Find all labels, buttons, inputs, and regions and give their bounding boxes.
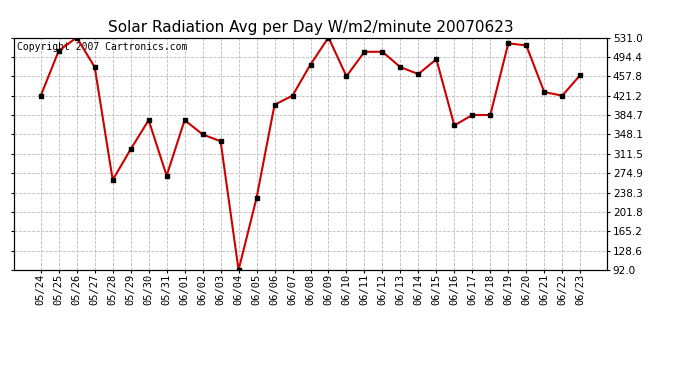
Text: Copyright 2007 Cartronics.com: Copyright 2007 Cartronics.com (17, 42, 187, 52)
Title: Solar Radiation Avg per Day W/m2/minute 20070623: Solar Radiation Avg per Day W/m2/minute … (108, 20, 513, 35)
